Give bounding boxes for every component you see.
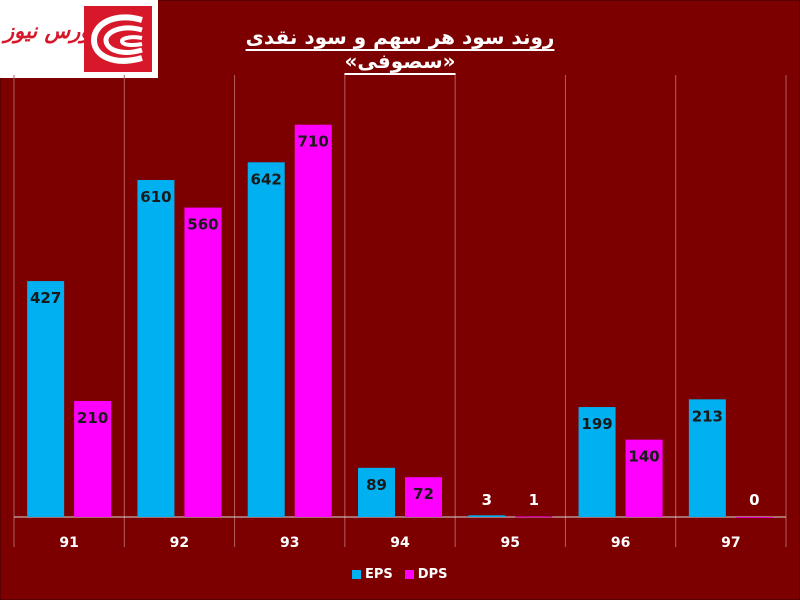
- data-label-dps-93: 710: [298, 133, 329, 151]
- bar-dps-95: [515, 516, 553, 518]
- data-label-eps-97: 213: [692, 407, 723, 425]
- legend-swatch-dps: [404, 570, 414, 579]
- x-tick-label-91: 91: [59, 535, 78, 551]
- data-label-dps-91: 210: [77, 409, 108, 427]
- data-label-dps-97: 0: [749, 491, 759, 509]
- data-label-eps-91: 427: [30, 289, 61, 307]
- bar-eps-95: [468, 515, 506, 517]
- logo-text: بورس نیوز: [4, 18, 97, 43]
- x-tick-label-92: 92: [170, 535, 189, 551]
- data-label-dps-96: 140: [628, 448, 659, 466]
- data-label-eps-96: 199: [581, 415, 612, 433]
- legend: EPS DPS: [352, 567, 453, 582]
- bar-eps-92: [137, 179, 175, 517]
- bar-dps-93: [294, 124, 332, 517]
- data-label-eps-92: 610: [140, 188, 171, 206]
- data-label-eps-94: 89: [366, 476, 387, 494]
- data-label-dps-94: 72: [413, 485, 434, 503]
- bar-dps-96: [625, 439, 663, 517]
- logo-mark-icon: [84, 6, 152, 72]
- bar-eps-93: [247, 162, 285, 518]
- x-tick-label-95: 95: [501, 535, 520, 551]
- data-label-eps-93: 642: [251, 170, 282, 188]
- bar-eps-94: [358, 467, 395, 517]
- bar-eps-91: [27, 281, 65, 517]
- legend-item-dps: DPS: [404, 567, 448, 582]
- bar-eps-96: [578, 407, 616, 517]
- data-label-dps-95: 1: [529, 491, 539, 509]
- bar-dps-92: [184, 207, 222, 517]
- x-tick-label-96: 96: [611, 535, 630, 551]
- legend-label-dps: DPS: [417, 567, 448, 582]
- bar-dps-94: [405, 477, 442, 517]
- logo: بورس نیوز: [0, 0, 158, 78]
- chart-title: روند سود هر سهم و سود نقدی «سصوفی»: [245, 25, 555, 73]
- x-tick-label-94: 94: [390, 535, 410, 551]
- x-tick-label-93: 93: [280, 535, 299, 551]
- bar-dps-97: [735, 517, 773, 518]
- legend-swatch-eps: [352, 570, 361, 579]
- data-label-dps-92: 560: [187, 216, 218, 234]
- data-label-eps-95: 3: [482, 491, 492, 509]
- legend-item-eps: EPS: [352, 567, 393, 582]
- x-tick-label-97: 97: [721, 535, 740, 551]
- legend-label-eps: EPS: [365, 567, 393, 582]
- bar-dps-91: [74, 400, 112, 517]
- bar-eps-97: [688, 399, 726, 517]
